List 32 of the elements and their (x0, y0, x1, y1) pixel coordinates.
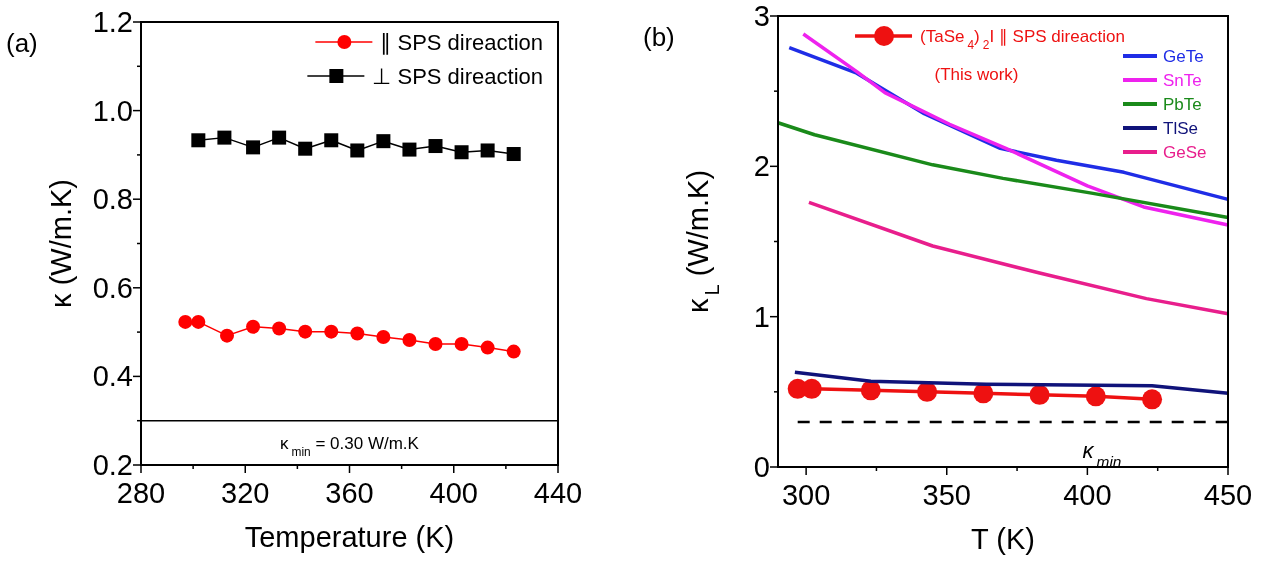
chart-title: (a) (6, 28, 38, 58)
x-tick-label: 450 (1203, 479, 1253, 511)
x-axis-title: T (K) (971, 523, 1035, 555)
annotation: (This work) (934, 65, 1019, 84)
y-axis-title: κ (W/m.K) (45, 179, 77, 308)
x-tick-label: 300 (781, 479, 831, 511)
y-tick-label: 1 (753, 300, 770, 333)
y-tick-label: 0.8 (92, 183, 133, 216)
legend-label: (TaSe$_{4}$)$_{2}$I ∥ SPS direaction (920, 26, 1125, 52)
y-tick-label: 1.2 (92, 6, 133, 38)
legend-label: GeSe (1163, 143, 1207, 162)
y-tick-label: 1.0 (92, 94, 133, 127)
ref-line-label: κ$_{min}$ = 0.30 W/m.K (280, 433, 420, 459)
x-tick-label: 350 (922, 479, 971, 511)
legend-label: ∥ SPS direaction (380, 29, 543, 55)
y-tick-label: 0 (753, 451, 770, 483)
y-tick-label: 0.4 (92, 360, 133, 393)
x-tick-label: 360 (325, 477, 374, 509)
x-tick-label: 400 (1063, 479, 1112, 511)
y-tick-label: 0.6 (92, 271, 133, 304)
legend-label: PbTe (1163, 95, 1202, 114)
x-tick-label: 320 (221, 477, 270, 509)
legend-label: GeTe (1163, 47, 1204, 66)
legend-label: SnTe (1163, 71, 1202, 90)
legend-label: TlSe (1163, 119, 1198, 138)
legend-label: ⊥ SPS direaction (372, 63, 543, 89)
x-tick-label: 440 (533, 477, 583, 509)
y-tick-label: 2 (753, 150, 770, 183)
x-tick-label: 400 (429, 477, 478, 509)
x-axis-title: Temperature (K) (244, 521, 455, 553)
y-tick-label: 3 (753, 0, 770, 32)
chart-title: (b) (643, 22, 675, 52)
